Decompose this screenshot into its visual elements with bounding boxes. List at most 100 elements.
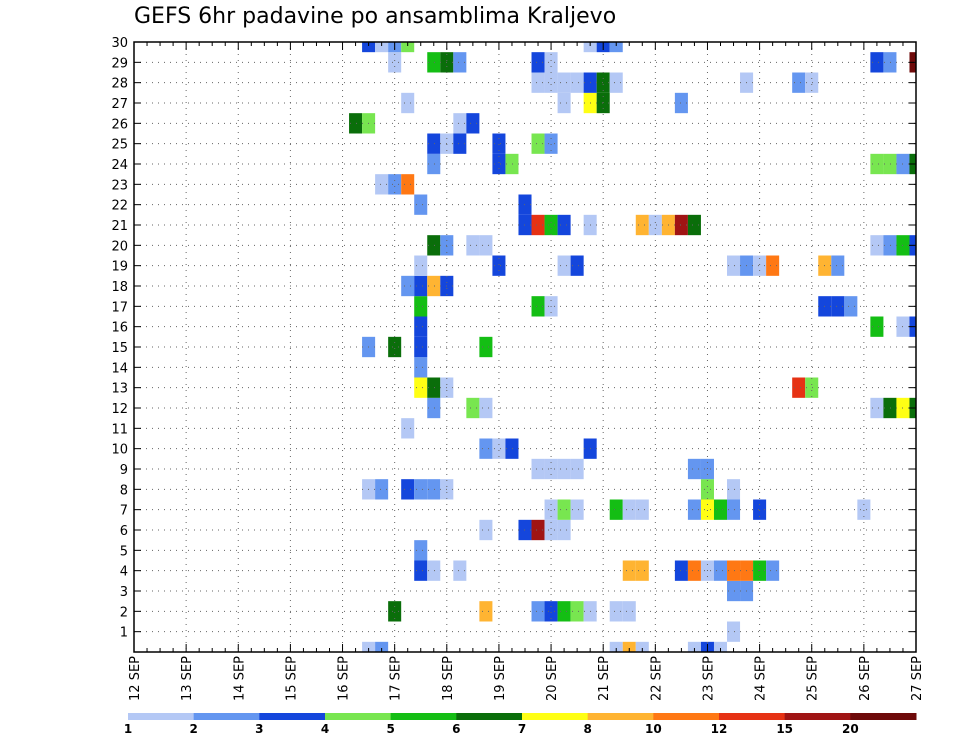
precip-cell xyxy=(727,499,741,520)
y-tick-label: 22 xyxy=(111,199,128,214)
precip-cell xyxy=(753,255,767,276)
precip-cell xyxy=(492,438,506,459)
y-tick-label: 13 xyxy=(111,382,128,397)
precip-cell xyxy=(401,275,415,297)
precip-cell xyxy=(609,72,623,93)
precip-cell xyxy=(713,499,728,520)
precip-cell xyxy=(453,113,467,134)
precip-cell xyxy=(531,458,545,480)
precip-cell xyxy=(674,560,688,581)
precip-cell xyxy=(596,72,610,93)
precip-cell xyxy=(349,113,363,134)
legend-swatch xyxy=(325,713,392,720)
precip-cell xyxy=(492,133,506,154)
precip-cell xyxy=(687,214,701,236)
precip-cell xyxy=(674,92,688,114)
precip-cell xyxy=(388,601,402,622)
y-tick-label: 2 xyxy=(120,605,128,620)
precip-cell xyxy=(609,499,623,520)
precip-cell xyxy=(870,153,884,175)
precip-cell xyxy=(583,42,597,53)
y-tick-label: 10 xyxy=(111,443,128,458)
precip-cell xyxy=(883,52,897,73)
precip-cell xyxy=(362,42,376,53)
precip-cell xyxy=(648,214,662,236)
precip-cell xyxy=(622,560,636,581)
precip-cell xyxy=(531,72,545,93)
precip-cell xyxy=(479,438,493,459)
precip-cell xyxy=(427,560,441,581)
precip-cell xyxy=(479,336,493,358)
y-tick-label: 26 xyxy=(111,117,128,132)
x-tick-label: 14 SEP xyxy=(232,656,247,701)
y-tick-label: 15 xyxy=(111,341,128,356)
precip-cell xyxy=(622,641,636,652)
precip-cell xyxy=(635,560,649,581)
axis-ticks xyxy=(133,41,917,652)
precip-cell xyxy=(388,174,402,195)
legend-swatch xyxy=(719,713,786,720)
precip-cell xyxy=(531,133,545,154)
precip-cell xyxy=(557,72,571,93)
precip-cell xyxy=(375,641,389,652)
precip-cell xyxy=(687,641,701,652)
precip-cell xyxy=(570,72,584,93)
precip-cell xyxy=(557,458,571,480)
precip-cell xyxy=(753,499,767,520)
precip-cell xyxy=(805,377,819,398)
legend-label: 8 xyxy=(583,722,591,736)
x-tick-label: 18 SEP xyxy=(441,656,456,701)
precip-cell xyxy=(414,275,428,297)
precip-cell xyxy=(531,601,545,622)
precip-cell xyxy=(492,153,506,175)
x-tick-label: 19 SEP xyxy=(493,656,508,701)
precip-cell xyxy=(466,235,480,256)
x-tick-label: 21 SEP xyxy=(597,656,612,701)
precip-cell xyxy=(609,601,623,622)
precip-cell xyxy=(570,255,584,276)
precip-cell xyxy=(427,133,441,154)
x-tick-label: 12 SEP xyxy=(128,656,143,701)
x-tick-label: 16 SEP xyxy=(337,656,352,701)
precip-cell xyxy=(544,214,558,236)
legend-swatch xyxy=(193,713,260,720)
precip-cell xyxy=(414,560,428,581)
y-tick-label: 6 xyxy=(120,524,128,539)
legend-label: 6 xyxy=(452,722,460,736)
y-tick-label: 1 xyxy=(120,626,128,641)
precip-cell xyxy=(427,235,441,256)
y-tick-label: 9 xyxy=(120,463,128,478)
legend-swatch xyxy=(259,713,326,720)
x-tick-label: 23 SEP xyxy=(701,656,716,701)
y-tick-label: 27 xyxy=(111,97,128,112)
precip-cell xyxy=(727,580,741,602)
precip-cell xyxy=(479,601,493,622)
precip-cell xyxy=(375,479,389,500)
y-tick-label: 25 xyxy=(111,138,128,153)
precip-cell xyxy=(531,519,545,541)
x-tick-label: 26 SEP xyxy=(858,656,873,701)
precip-cell xyxy=(414,540,428,561)
legend-label: 2 xyxy=(189,722,197,736)
y-tick-label: 12 xyxy=(111,402,128,417)
x-tick-label: 13 SEP xyxy=(180,656,195,701)
legend-swatch xyxy=(128,713,195,720)
precip-cell xyxy=(466,113,480,134)
precip-cell xyxy=(544,519,558,541)
precip-cell xyxy=(544,601,558,622)
precip-cell xyxy=(505,153,519,175)
precip-cell xyxy=(427,397,441,419)
y-tick-label: 29 xyxy=(111,56,128,71)
precip-cell xyxy=(531,52,545,73)
legend-label: 1 xyxy=(124,722,132,736)
precip-cell xyxy=(870,52,884,73)
legend-swatch xyxy=(587,713,654,720)
precip-cell xyxy=(401,92,415,114)
color-legend: 1 2 3 4 5 6 7 8 10 12 15 20 xyxy=(124,713,917,736)
y-tick-label: 28 xyxy=(111,77,128,92)
precip-cell xyxy=(544,52,558,73)
precip-cell xyxy=(727,479,741,500)
precip-cell xyxy=(570,601,584,622)
precip-cell xyxy=(414,336,428,358)
